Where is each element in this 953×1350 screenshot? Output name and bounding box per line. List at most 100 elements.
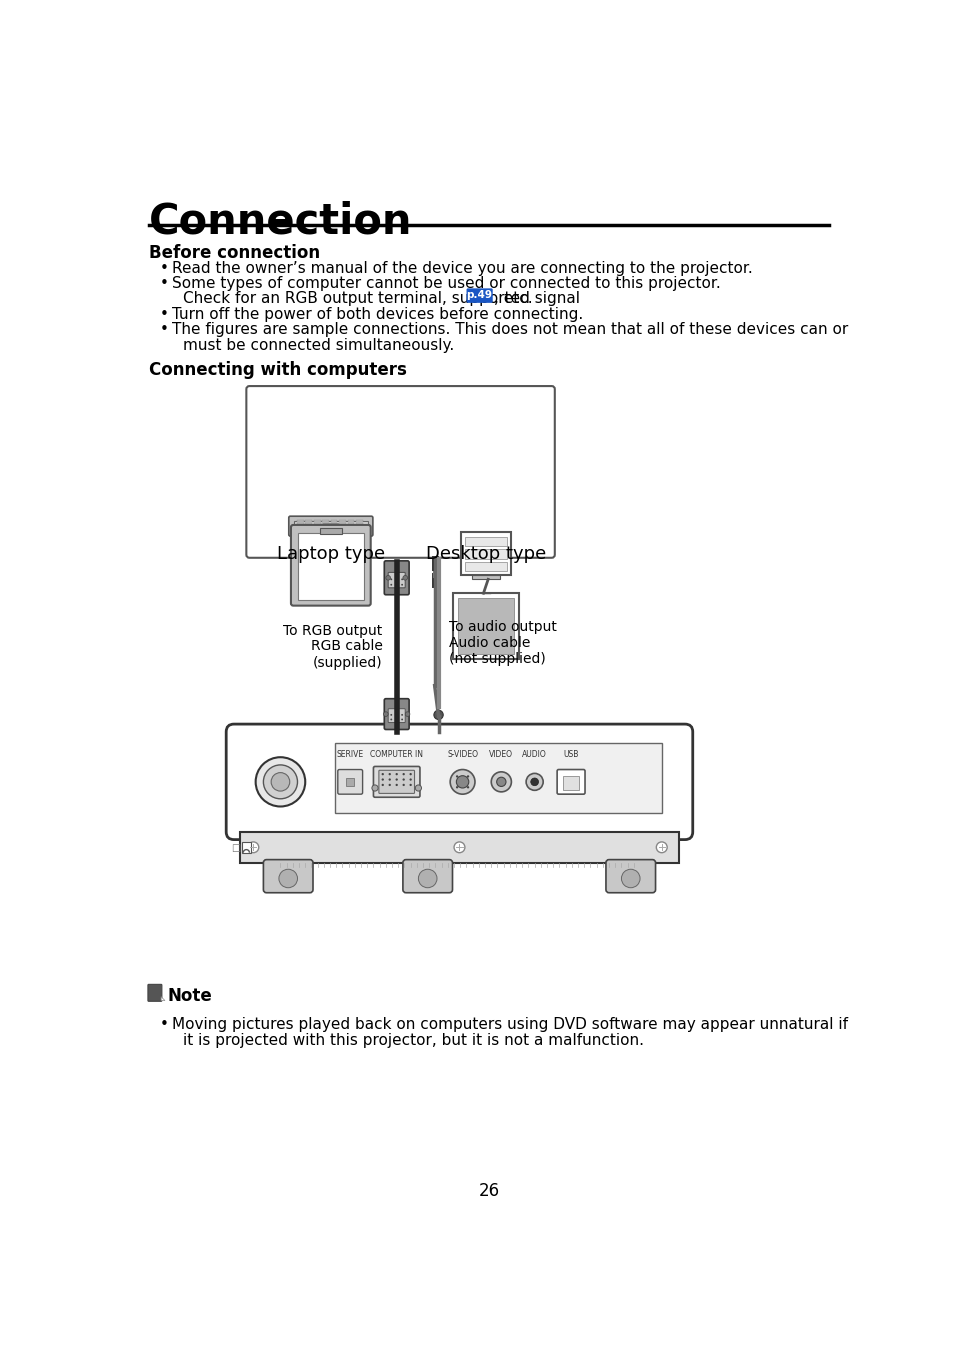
Bar [355, 524, 362, 525]
Circle shape [497, 778, 505, 787]
Circle shape [466, 775, 469, 778]
Circle shape [381, 784, 383, 786]
Text: Connection: Connection [149, 201, 412, 243]
Text: •: • [159, 306, 169, 321]
Circle shape [418, 869, 436, 888]
Circle shape [401, 583, 402, 586]
Circle shape [395, 583, 397, 586]
Bar [457, 598, 514, 653]
Bar [314, 524, 320, 525]
Circle shape [402, 784, 404, 786]
Circle shape [388, 784, 391, 786]
FancyBboxPatch shape [291, 525, 371, 606]
Circle shape [395, 779, 397, 780]
Circle shape [491, 772, 511, 792]
Text: it is projected with this projector, but it is not a malfunction.: it is projected with this projector, but… [183, 1033, 643, 1048]
Text: •: • [159, 323, 169, 338]
Text: □: □ [231, 842, 240, 853]
Bar [348, 524, 354, 525]
Text: Read the owner’s manual of the device you are connecting to the projector.: Read the owner’s manual of the device yo… [172, 261, 752, 275]
Circle shape [395, 578, 397, 580]
Bar [339, 524, 346, 525]
Bar [305, 520, 312, 522]
Circle shape [456, 776, 468, 788]
Bar [294, 521, 367, 531]
FancyBboxPatch shape [402, 860, 452, 892]
Circle shape [656, 842, 666, 853]
Text: S-VIDEO: S-VIDEO [447, 749, 477, 759]
FancyBboxPatch shape [226, 724, 692, 840]
Bar [331, 524, 337, 525]
Text: Audio cable
(not supplied): Audio cable (not supplied) [448, 636, 545, 666]
Circle shape [402, 779, 404, 780]
Text: Note: Note [167, 987, 212, 1004]
FancyBboxPatch shape [384, 699, 409, 729]
Circle shape [454, 842, 464, 853]
Circle shape [409, 784, 412, 786]
Bar [464, 537, 507, 547]
Circle shape [385, 575, 390, 580]
Text: Moving pictures played back on computers using DVD software may appear unnatural: Moving pictures played back on computers… [172, 1018, 847, 1033]
Bar [314, 526, 320, 529]
Circle shape [390, 718, 392, 721]
Bar [322, 526, 329, 529]
FancyBboxPatch shape [148, 984, 162, 1002]
Circle shape [388, 774, 391, 775]
Circle shape [381, 779, 383, 780]
Text: COMPUTER IN: COMPUTER IN [370, 749, 423, 759]
Circle shape [278, 869, 297, 888]
Text: must be connected simultaneously.: must be connected simultaneously. [183, 338, 454, 352]
Bar [348, 520, 354, 522]
Text: •: • [159, 275, 169, 292]
Bar [339, 526, 346, 529]
Bar [346, 778, 354, 786]
Circle shape [390, 578, 392, 580]
Circle shape [409, 779, 412, 780]
Circle shape [255, 757, 305, 806]
Bar [319, 528, 341, 533]
Circle shape [402, 774, 404, 775]
Circle shape [271, 772, 290, 791]
Bar [355, 526, 362, 529]
Bar [323, 522, 337, 531]
Circle shape [620, 869, 639, 888]
Circle shape [248, 842, 258, 853]
Circle shape [409, 774, 412, 775]
Circle shape [390, 714, 392, 716]
Text: p.49: p.49 [466, 290, 492, 300]
FancyBboxPatch shape [388, 572, 405, 587]
Text: SERIVE: SERIVE [336, 749, 363, 759]
Circle shape [456, 786, 457, 788]
Circle shape [372, 784, 377, 791]
Circle shape [525, 774, 542, 790]
Circle shape [530, 778, 537, 786]
Bar [322, 520, 329, 522]
Circle shape [381, 774, 383, 775]
Text: To RGB output: To RGB output [283, 624, 382, 639]
Bar [240, 832, 679, 863]
FancyBboxPatch shape [557, 769, 584, 794]
Circle shape [383, 711, 388, 717]
Circle shape [263, 765, 297, 799]
Bar [339, 520, 346, 522]
Circle shape [390, 583, 392, 586]
Circle shape [395, 774, 397, 775]
FancyBboxPatch shape [388, 709, 405, 722]
FancyBboxPatch shape [467, 289, 492, 302]
Bar [472, 575, 499, 579]
Text: Connecting with computers: Connecting with computers [149, 360, 406, 378]
Circle shape [466, 786, 469, 788]
Bar [297, 533, 364, 601]
Bar [305, 524, 312, 525]
Circle shape [395, 718, 397, 721]
Text: •: • [159, 261, 169, 275]
FancyBboxPatch shape [289, 516, 373, 536]
Text: Check for an RGB output terminal, supported signal: Check for an RGB output terminal, suppor… [183, 292, 579, 306]
Text: , etc.: , etc. [493, 292, 532, 306]
Circle shape [388, 779, 391, 780]
Circle shape [415, 784, 421, 791]
FancyBboxPatch shape [384, 560, 409, 595]
Bar [296, 520, 303, 522]
Circle shape [402, 575, 407, 580]
FancyBboxPatch shape [453, 593, 518, 659]
